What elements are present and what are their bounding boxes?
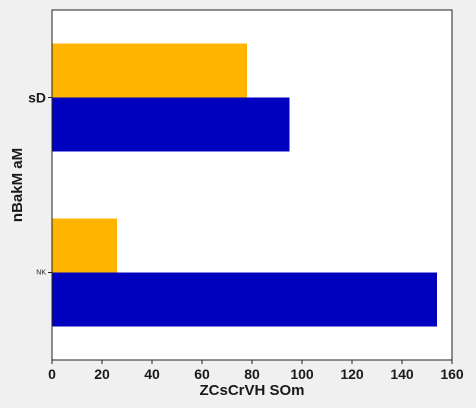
x-axis-title: ZCsCrVH SOm — [199, 382, 304, 399]
x-tick-label-40: 40 — [144, 366, 160, 382]
x-tick-label-160: 160 — [440, 366, 464, 382]
x-tick-label-80: 80 — [244, 366, 260, 382]
x-tick-label-140: 140 — [390, 366, 414, 382]
x-tick-label-60: 60 — [194, 366, 210, 382]
y-tick-label-sD: sD — [28, 90, 46, 106]
x-tick-label-0: 0 — [48, 366, 56, 382]
bar-NK-series-1 — [52, 272, 437, 327]
x-tick-label-20: 20 — [94, 366, 110, 382]
y-axis-title: nBakM aM — [9, 148, 26, 222]
bar-sD-series-2 — [52, 43, 247, 98]
bar-NK-series-2 — [52, 218, 117, 273]
bars-group — [52, 43, 437, 327]
y-axis-ticks: NK sD — [28, 90, 52, 277]
bar-sD-series-1 — [52, 97, 290, 152]
x-tick-label-100: 100 — [290, 366, 314, 382]
x-axis-ticks: 0 20 40 60 80 100 120 140 160 — [48, 360, 464, 382]
y-tick-label-NK: NK — [36, 270, 46, 277]
x-tick-label-120: 120 — [340, 366, 364, 382]
